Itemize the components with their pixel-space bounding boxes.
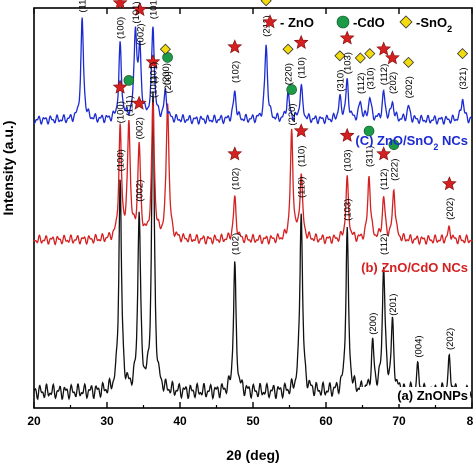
cdo-circle-marker bbox=[123, 75, 135, 86]
hkl-label: (101) bbox=[148, 62, 159, 84]
hkl-label: (222) bbox=[389, 159, 400, 181]
zno-star-marker bbox=[339, 30, 355, 45]
hkl-label: (202) bbox=[445, 198, 456, 220]
series-layer bbox=[33, 17, 473, 401]
hkl-label: (103) bbox=[343, 199, 354, 221]
x-axis-title: 2θ (deg) bbox=[226, 447, 279, 463]
x-tick-label: 50 bbox=[246, 414, 260, 428]
hkl-label: (110) bbox=[78, 0, 89, 13]
hkl-label: (110) bbox=[297, 177, 308, 198]
hkl-label: (103) bbox=[343, 149, 354, 171]
hkl-label: (002) bbox=[135, 117, 146, 139]
hkl-label: (202) bbox=[388, 72, 399, 94]
x-tick-label: 20 bbox=[27, 414, 41, 428]
sno2-diamond-marker bbox=[282, 43, 294, 55]
zno-star-marker bbox=[145, 54, 161, 69]
zno-star-marker bbox=[293, 34, 309, 49]
x-axis: 20 30 40 50 60 70 8 bbox=[27, 8, 474, 428]
cdo-circle-marker bbox=[363, 125, 375, 137]
hkl-label: (100) bbox=[116, 101, 127, 123]
xrd-pattern-line bbox=[33, 17, 473, 126]
hkl-label: (100) bbox=[116, 17, 127, 39]
label-layer: (100)(002)(101)(102)(110)(103)(200)(112)… bbox=[78, 0, 470, 404]
zno-star-marker bbox=[376, 146, 392, 161]
x-tick-label: 30 bbox=[100, 414, 114, 428]
hkl-label: (311) bbox=[365, 146, 376, 167]
y-axis-title: Intensity (a.u.) bbox=[0, 121, 16, 216]
hkl-label: (321) bbox=[458, 67, 469, 89]
hkl-label: (202) bbox=[445, 328, 456, 350]
hkl-label: (112) bbox=[379, 64, 390, 85]
zno-star-marker bbox=[262, 14, 278, 29]
hkl-label: (102) bbox=[230, 168, 241, 190]
hkl-label: (111) bbox=[124, 96, 135, 117]
hkl-label: (103) bbox=[343, 52, 354, 74]
zno-star-marker bbox=[376, 41, 392, 56]
hkl-label: (102) bbox=[230, 233, 241, 255]
hkl-label: (200) bbox=[161, 63, 172, 85]
hkl-label: (101) bbox=[148, 76, 159, 98]
x-tick-label: 8 bbox=[467, 414, 474, 428]
sno2-diamond-marker bbox=[364, 48, 376, 60]
hkl-label: (200) bbox=[368, 313, 379, 335]
series-label-background bbox=[360, 387, 470, 404]
zno-star-marker bbox=[385, 50, 400, 65]
hkl-label: (220) bbox=[284, 63, 295, 85]
sno2-diamond-marker bbox=[260, 0, 272, 7]
zno-star-marker bbox=[132, 1, 148, 16]
zno-star-marker bbox=[339, 127, 355, 142]
zno-star-marker bbox=[441, 176, 457, 191]
plot-frame bbox=[33, 7, 473, 409]
zno-star-marker bbox=[112, 0, 128, 10]
series-label: (b) ZnO/CdO NCs bbox=[361, 260, 468, 275]
hkl-label: (100) bbox=[116, 149, 127, 171]
cdo-circle-marker bbox=[336, 15, 350, 29]
hkl-label: (002) bbox=[135, 180, 146, 202]
cdo-circle-marker bbox=[286, 84, 297, 95]
zno-star-marker bbox=[131, 95, 147, 110]
cdo-circle-marker bbox=[162, 52, 173, 63]
xrd-pattern-line bbox=[33, 102, 473, 246]
hkl-label: (310) bbox=[365, 67, 376, 89]
hkl-label: (102) bbox=[230, 61, 241, 83]
zno-star-marker bbox=[293, 123, 309, 138]
zno-star-marker bbox=[112, 79, 128, 94]
x-tick-label: 60 bbox=[319, 414, 333, 428]
hkl-label: (002) bbox=[135, 23, 146, 45]
legend-label: -CdO bbox=[353, 15, 385, 30]
hkl-label: (110) bbox=[297, 146, 308, 167]
hkl-label: (004) bbox=[413, 335, 424, 357]
hkl-label: (101) bbox=[131, 1, 142, 23]
plot-border bbox=[33, 7, 473, 409]
hkl-label: (220) bbox=[287, 103, 298, 125]
cdo-circle-marker bbox=[388, 139, 400, 151]
sno2-diamond-marker bbox=[402, 56, 415, 68]
hkl-label: (200) bbox=[163, 71, 174, 93]
series-label: (C) ZnO/SnO2 NCs bbox=[355, 133, 468, 152]
sno2-diamond-marker bbox=[159, 43, 171, 55]
hkl-label: (310) bbox=[335, 70, 346, 92]
legend-label: - ZnO bbox=[280, 15, 314, 30]
hkl-label: (112) bbox=[379, 234, 390, 255]
hkl-label: (112) bbox=[379, 169, 390, 190]
marker-layer bbox=[112, 0, 469, 191]
sno2-diamond-marker bbox=[399, 15, 413, 29]
hkl-label: (201) bbox=[388, 294, 399, 316]
sno2-diamond-marker bbox=[334, 50, 346, 62]
series-label: (a) ZnONPs bbox=[397, 388, 468, 403]
hkl-label: (112) bbox=[356, 73, 367, 94]
legend-label: -SnO2 bbox=[416, 15, 452, 34]
sno2-diamond-marker bbox=[456, 48, 469, 60]
zno-star-marker bbox=[227, 39, 243, 54]
hkl-label: (101) bbox=[148, 0, 159, 19]
x-tick-label: 70 bbox=[392, 414, 406, 428]
sno2-diamond-marker bbox=[354, 52, 366, 64]
zno-star-marker bbox=[227, 146, 243, 161]
legend: - ZnO -CdO -SnO2 bbox=[262, 14, 452, 34]
xrd-pattern-line bbox=[33, 91, 473, 401]
hkl-label: (202) bbox=[404, 76, 415, 98]
x-tick-label: 40 bbox=[173, 414, 187, 428]
hkl-label: (110) bbox=[297, 57, 308, 78]
